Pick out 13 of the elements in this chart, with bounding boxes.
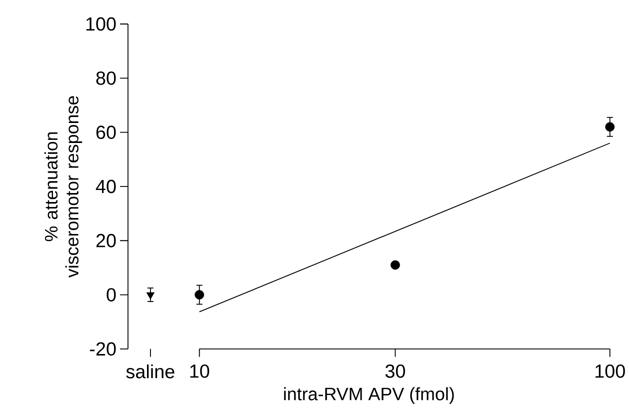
y-axis-title: % attenuation visceromotor response <box>44 96 82 278</box>
y-tick-label: 60 <box>96 126 116 140</box>
x-tick-label: 30 <box>385 364 406 378</box>
x-tick-label: saline <box>126 364 174 378</box>
x-tick-label: 100 <box>596 364 625 378</box>
y-tick-label: 80 <box>96 71 116 85</box>
y-tick-label: 40 <box>96 180 116 194</box>
y-tick-label: 0 <box>106 288 116 302</box>
y-tick-label: 20 <box>96 234 116 248</box>
y-tick-label: -20 <box>90 342 116 356</box>
y-tick-label: 100 <box>86 17 116 31</box>
x-tick-label: 10 <box>190 364 210 378</box>
x-axis-title: intra-RVM APV (fmol) <box>284 387 454 404</box>
